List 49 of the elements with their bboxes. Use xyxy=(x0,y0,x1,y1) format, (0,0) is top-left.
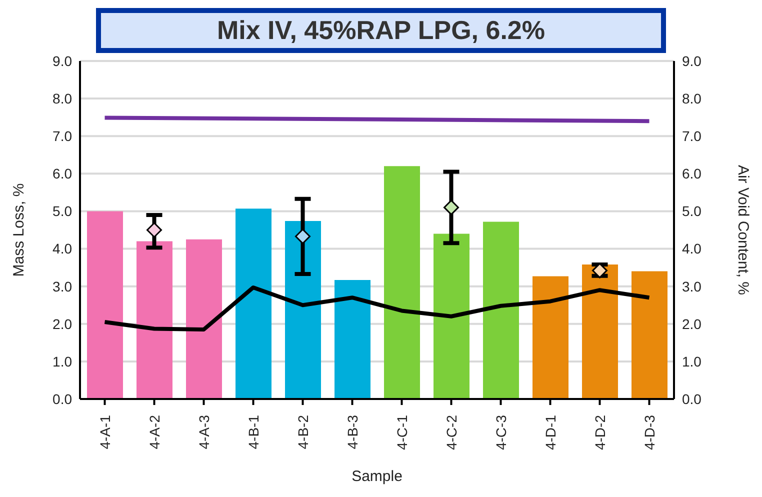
x-tick-label: 4-A-2 xyxy=(146,414,162,450)
line-series xyxy=(102,285,652,332)
bar xyxy=(236,208,272,399)
y-tick-label: 7.0 xyxy=(52,128,72,144)
y-tick-label: 3.0 xyxy=(52,278,72,294)
x-tick-label: 4-D-2 xyxy=(592,414,608,450)
y-tick-label: 8.0 xyxy=(52,90,72,107)
y2-tick-label: 5.0 xyxy=(682,203,702,220)
bar xyxy=(632,271,668,399)
y-tick-label: 2.0 xyxy=(52,316,72,332)
x-tick-label: 4-C-2 xyxy=(443,414,460,450)
y-tick-label: 5.0 xyxy=(52,203,72,220)
y-tick-label: 6.0 xyxy=(52,166,72,182)
x-tick-label: 4-B-1 xyxy=(245,414,262,450)
y-tick-label: 9.0 xyxy=(52,52,72,69)
y2-tick-label: 4.0 xyxy=(682,240,702,257)
y-tick-label: 0.0 xyxy=(52,390,72,407)
bar xyxy=(87,211,123,399)
x-tick-label: 4-A-1 xyxy=(96,414,113,450)
x-tick-label: 4-A-3 xyxy=(196,414,212,450)
bar xyxy=(384,166,420,399)
y2-tick-label: 7.0 xyxy=(682,128,702,144)
bar xyxy=(186,239,222,399)
bar xyxy=(334,280,370,399)
y2-tick-label: 3.0 xyxy=(682,278,702,294)
y2-tick-label: 1.0 xyxy=(682,353,702,370)
y2-tick-label: 6.0 xyxy=(682,166,702,182)
y-tick-label: 4.0 xyxy=(52,240,72,257)
y-axis-title: Mass Loss, % xyxy=(10,183,28,277)
bar xyxy=(285,220,321,399)
bar xyxy=(136,241,172,399)
y2-tick-label: 2.0 xyxy=(682,316,702,332)
y2-axis-title: Air Void Content, % xyxy=(734,164,752,296)
x-tick-label: 4-C-3 xyxy=(492,414,509,450)
chart-title: Mix IV, 45%RAP LPG, 6.2% xyxy=(96,8,666,53)
x-tick-label: 4-B-3 xyxy=(344,414,360,450)
bar xyxy=(434,234,470,399)
x-tick-label: 4-D-1 xyxy=(542,414,558,450)
y2-tick-label: 8.0 xyxy=(682,90,702,107)
y2-tick-label: 0.0 xyxy=(682,390,702,407)
bar xyxy=(483,222,519,399)
bar xyxy=(582,264,618,399)
y-tick-label: 1.0 xyxy=(52,353,72,370)
x-tick-label: 4-D-3 xyxy=(641,414,658,450)
y2-tick-label: 9.0 xyxy=(682,52,702,69)
x-axis-title: Sample xyxy=(352,468,402,485)
x-tick-label: 4-C-1 xyxy=(394,414,410,450)
bar xyxy=(532,276,568,399)
x-tick-label: 4-B-2 xyxy=(294,414,311,450)
